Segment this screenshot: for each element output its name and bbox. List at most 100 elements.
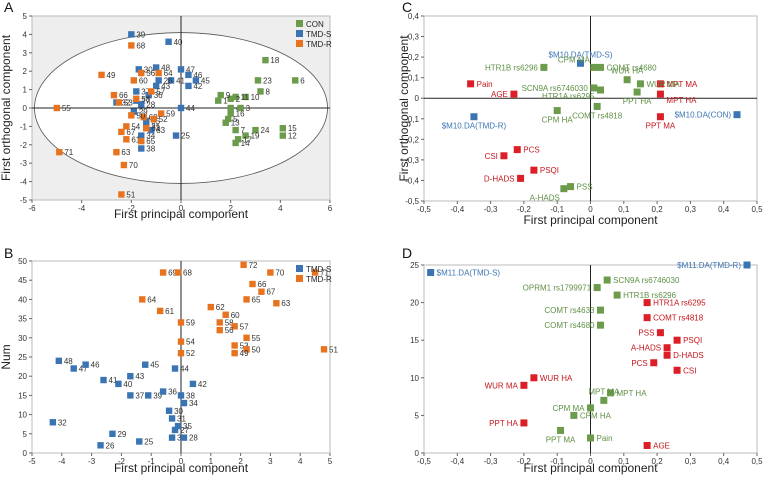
data-point [311,269,319,276]
point-label: 15 [288,124,297,133]
y-axis-label: Num [0,344,13,369]
loading-point [587,434,594,442]
data-point [115,99,123,106]
x-tick-label: -0,5 [417,457,431,466]
point-label: 58 [141,95,150,104]
loading-point [510,90,518,98]
point-label: 39 [153,391,162,400]
x-tick-label: -0,4 [450,205,464,214]
point-label: 48 [64,357,73,366]
point-label: 47 [79,365,88,374]
point-label: 46 [193,71,202,80]
loading-point [577,59,585,67]
loading-point [590,84,598,92]
point-label: 36 [154,91,163,100]
data-point [237,104,244,112]
x-tick-label: 0,2 [652,457,664,466]
loading-label: CPM HA [542,116,574,125]
point-label: 24 [261,126,270,135]
x-axis-label: First principal component [114,207,249,221]
y-tick-label: -3 [20,159,28,168]
data-point [242,132,249,139]
data-point [243,334,250,341]
y-tick-label: 20 [410,299,419,308]
data-point [258,288,265,295]
point-label: 13 [231,119,240,128]
y-tick-label: 50 [18,257,27,266]
legend-label: TMD-S [306,30,331,39]
loading-point [593,284,601,292]
loading-point [596,321,604,329]
legend-label: TMD-R [306,40,332,49]
data-point [267,269,274,276]
point-label: 71 [320,269,329,278]
y-tick-label: 3 [23,49,28,58]
loading-label: $M11.DA(TMD-R) [677,261,741,270]
point-label: 28 [146,100,155,109]
loading-label: PSS [577,183,593,192]
loading-label: PSQI [540,166,559,175]
point-label: 65 [252,295,261,304]
loading-label: $M10.DA(TMD-R) [442,122,507,131]
x-tick-label: -2 [128,204,136,213]
x-tick-label: -0,4 [450,457,464,466]
point-label: 8 [265,87,270,96]
loading-label: PCS [631,359,647,368]
y-tick-label: 40 [18,295,27,304]
data-point [262,56,269,64]
loading-point [596,63,604,71]
point-label: 7 [241,126,246,135]
loading-label: HTR1A rs6295 [542,92,595,101]
y-tick-label: 45 [18,276,27,285]
point-label: 2 [236,95,241,104]
y-tick-label: -0,1 [405,115,419,124]
data-point [207,303,214,311]
point-label: 60 [231,311,240,320]
data-point [232,139,239,147]
loading-label: CPM HA [580,411,612,420]
data-point [139,296,146,303]
data-point [180,399,188,407]
y-tick-label: 10 [410,374,419,383]
loading-label: WUR MA [646,80,680,89]
point-label: 9 [226,91,231,100]
data-point [155,69,162,77]
loading-point [663,351,671,359]
y-tick-label: -0,4 [405,176,419,185]
point-label: 32 [121,98,130,107]
y-tick-label: -5 [20,196,28,205]
data-point [177,66,185,73]
point-label: 27 [180,426,189,435]
loading-point [650,359,658,367]
data-point [185,82,192,90]
loading-label: SCN9A rs6746030 [522,84,589,93]
legend-label: TMD-S [306,265,331,274]
point-label: 50 [136,111,145,120]
x-tick-label: -5 [28,457,36,466]
y-tick-label: 35 [18,315,27,324]
point-label: 59 [166,110,175,119]
data-point [232,126,239,134]
point-label: 29 [139,108,148,117]
data-point [232,93,239,101]
loading-label: A-HADS [530,194,560,203]
point-label: 51 [126,190,135,199]
point-label: 47 [186,65,195,74]
data-point [243,346,250,353]
loading-label: WUR MA [485,381,519,390]
x-tick-label: 0,1 [618,457,630,466]
y-tick-label: 1 [23,86,28,95]
point-label: 63 [281,299,290,308]
data-point [279,132,287,139]
point-label: 69 [168,269,177,278]
point-label: 56 [146,69,155,78]
loading-point [517,174,525,182]
data-point [109,430,116,437]
y-tick-label: 0,1 [408,74,420,83]
point-label: 38 [186,391,195,400]
point-label: 23 [263,76,272,85]
point-label: 45 [150,361,159,370]
loading-label: PPT MA [646,122,676,131]
data-point [165,407,173,414]
data-point [49,419,57,426]
